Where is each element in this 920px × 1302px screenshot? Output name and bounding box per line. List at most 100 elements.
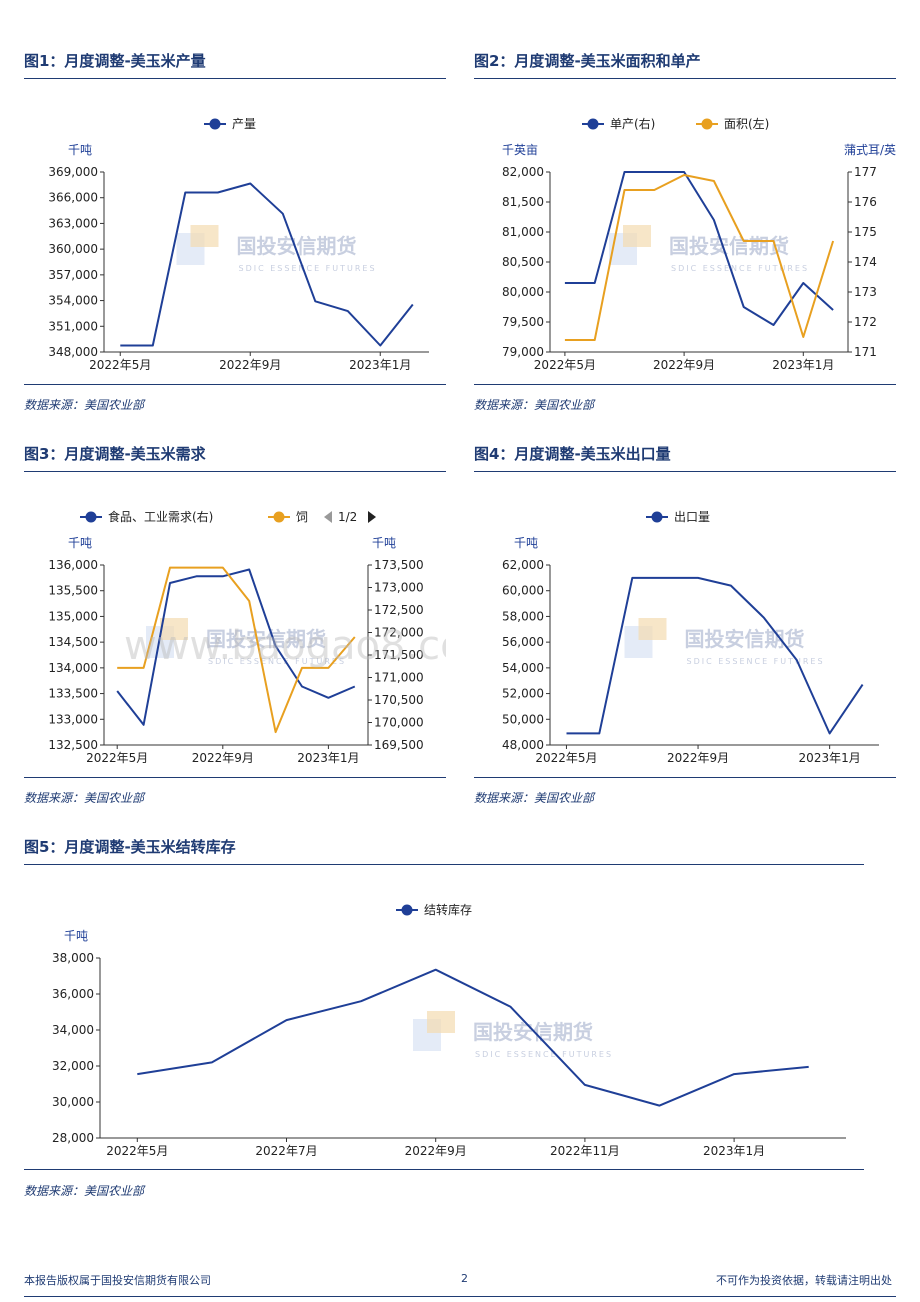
chart-demand: 国投安信期货 SDIC ESSENCE FUTURES 132,500 133,000…	[48, 509, 446, 765]
y-tick-label-right: 171,000	[374, 671, 424, 685]
y-axis-label-right: 千吨	[372, 536, 396, 550]
series-line-0	[566, 576, 864, 735]
x-tick-label: 2023年1月	[703, 1144, 765, 1158]
watermark-logo-sub: SDIC ESSENCE FUTURES	[671, 264, 809, 273]
watermark-logo-text: 国投安信期货	[206, 627, 326, 651]
legend-label: 出口量	[674, 510, 710, 524]
bottom-rule	[24, 777, 446, 778]
y-axis-label-left: 千英亩	[502, 142, 538, 157]
y-tick-label: 81,500	[502, 195, 544, 209]
y-tick-label: 133,500	[48, 687, 98, 701]
y-tick-label: 369,000	[48, 165, 98, 179]
y-tick-label: 28,000	[52, 1131, 94, 1145]
y-axis-label-left: 千吨	[68, 536, 92, 550]
legend-swatch-marker	[701, 118, 713, 130]
watermark-logo-text: 国投安信期货	[669, 234, 789, 258]
y-tick-label: 366,000	[48, 191, 98, 205]
panel-title: 图3：月度调整-美玉米需求	[24, 445, 206, 463]
chart-ending-stocks: 国投安信期货 SDIC ESSENCE FUTURES 28,000 30,000 32…	[52, 902, 846, 1158]
x-tick-label: 2022年9月	[192, 751, 254, 765]
y-tick-label-right: 173	[854, 285, 877, 299]
y-tick-label-right: 172,000	[374, 626, 424, 640]
y-axis-label-left: 千吨	[68, 143, 92, 157]
y-tick-label: 80,000	[502, 285, 544, 299]
y-tick-label-right: 175	[854, 225, 877, 239]
legend-swatch-marker	[85, 511, 97, 523]
x-tick-label: 2023年1月	[349, 358, 411, 372]
title-rule	[24, 471, 446, 472]
x-tick-label: 2022年5月	[106, 1144, 168, 1158]
legend-label: 饲	[296, 510, 308, 524]
watermark-logo-mark	[160, 618, 188, 640]
panel-title: 图4：月度调整-美玉米出口量	[474, 445, 671, 463]
x-tick-label: 2022年5月	[534, 358, 596, 372]
footer-disclaimer: 不可作为投资依据，转载请注明出处	[716, 1274, 892, 1287]
series-line-1	[117, 566, 356, 734]
legend-label: 单产(右)	[610, 116, 655, 131]
x-tick-label: 2022年7月	[255, 1144, 317, 1158]
watermark-logo-mark	[623, 225, 651, 247]
legend-prev-icon	[324, 511, 332, 523]
series-line-0	[120, 182, 414, 347]
y-tick-label: 32,000	[52, 1059, 94, 1073]
y-tick-label: 348,000	[48, 345, 98, 359]
legend-label: 结转库存	[424, 902, 472, 917]
y-tick-label: 36,000	[52, 987, 94, 1001]
footer-copyright: 本报告版权属于国投安信期货有限公司	[24, 1274, 211, 1287]
y-tick-label: 351,000	[48, 319, 98, 333]
x-tick-label: 2022年9月	[405, 1144, 467, 1158]
page-number: 2	[461, 1272, 468, 1285]
y-tick-label-right: 171	[854, 345, 877, 359]
bottom-rule	[474, 384, 896, 385]
chart-production: 国投安信期货 SDIC ESSENCE FUTURES 348,000 351,000…	[48, 117, 429, 372]
y-axis-label-right: 蒲式耳/英亩	[844, 142, 896, 157]
watermark-site: www.baogao8.com	[124, 623, 446, 669]
watermark-logo-sub: SDIC ESSENCE FUTURES	[475, 1050, 613, 1059]
x-tick-label: 2022年5月	[89, 358, 151, 372]
watermark-logo-sub: SDIC ESSENCE FUTURES	[239, 264, 377, 273]
y-tick-label: 58,000	[502, 609, 544, 623]
legend-label: 面积(左)	[724, 116, 769, 131]
x-tick-label: 2022年11月	[550, 1144, 620, 1158]
chart-exports: 国投安信期货 SDIC ESSENCE FUTURES 48,000 50,000 52…	[502, 510, 879, 765]
series-line-0	[564, 171, 834, 326]
y-tick-label: 136,000	[48, 558, 98, 572]
bottom-rule	[24, 1169, 864, 1170]
legend-swatch-marker	[651, 511, 663, 523]
title-rule	[24, 78, 446, 79]
watermark-logo-text: 国投安信期货	[473, 1020, 593, 1044]
panel-exports: 图4：月度调整-美玉米出口量 国投安信期货 SDIC ESSENCE FUTURE…	[474, 443, 896, 823]
x-tick-label: 2022年9月	[219, 358, 281, 372]
y-tick-label: 360,000	[48, 242, 98, 256]
y-tick-label: 60,000	[502, 584, 544, 598]
watermark-logo-mark	[190, 225, 219, 247]
source-note: 数据来源：美国农业部	[24, 1184, 145, 1198]
x-tick-label: 2023年1月	[799, 751, 861, 765]
y-tick-label: 357,000	[48, 268, 98, 282]
y-tick-label: 135,000	[48, 609, 98, 623]
y-tick-label: 79,000	[502, 345, 544, 359]
y-tick-label: 81,000	[502, 225, 544, 239]
legend-swatch-marker	[209, 118, 221, 130]
y-tick-label: 38,000	[52, 951, 94, 965]
x-tick-label: 2023年1月	[772, 358, 834, 372]
y-tick-label: 34,000	[52, 1023, 94, 1037]
chart-area-yield: 国投安信期货 SDIC ESSENCE FUTURES 79,000 79,500 80…	[502, 116, 896, 372]
x-tick-label: 2022年9月	[653, 358, 715, 372]
panel-title: 图2：月度调整-美玉米面积和单产	[474, 52, 701, 70]
y-tick-label-right: 169,500	[374, 738, 424, 752]
legend-swatch-marker	[273, 511, 285, 523]
bottom-rule	[474, 777, 896, 778]
watermark-logo-sub: SDIC ESSENCE FUTURES	[208, 657, 346, 666]
y-tick-label: 363,000	[48, 216, 98, 230]
watermark-logo-mark	[638, 618, 667, 640]
legend-label: 食品、工业需求(右)	[108, 509, 213, 524]
y-tick-label: 52,000	[502, 687, 544, 701]
series-line-0	[116, 568, 356, 726]
legend-label: 产量	[232, 117, 256, 131]
y-tick-label: 133,000	[48, 712, 98, 726]
x-tick-label: 2023年1月	[297, 751, 359, 765]
y-tick-label-right: 173,000	[374, 581, 424, 595]
y-tick-label-right: 176	[854, 195, 877, 209]
y-tick-label-right: 170,000	[374, 716, 424, 730]
